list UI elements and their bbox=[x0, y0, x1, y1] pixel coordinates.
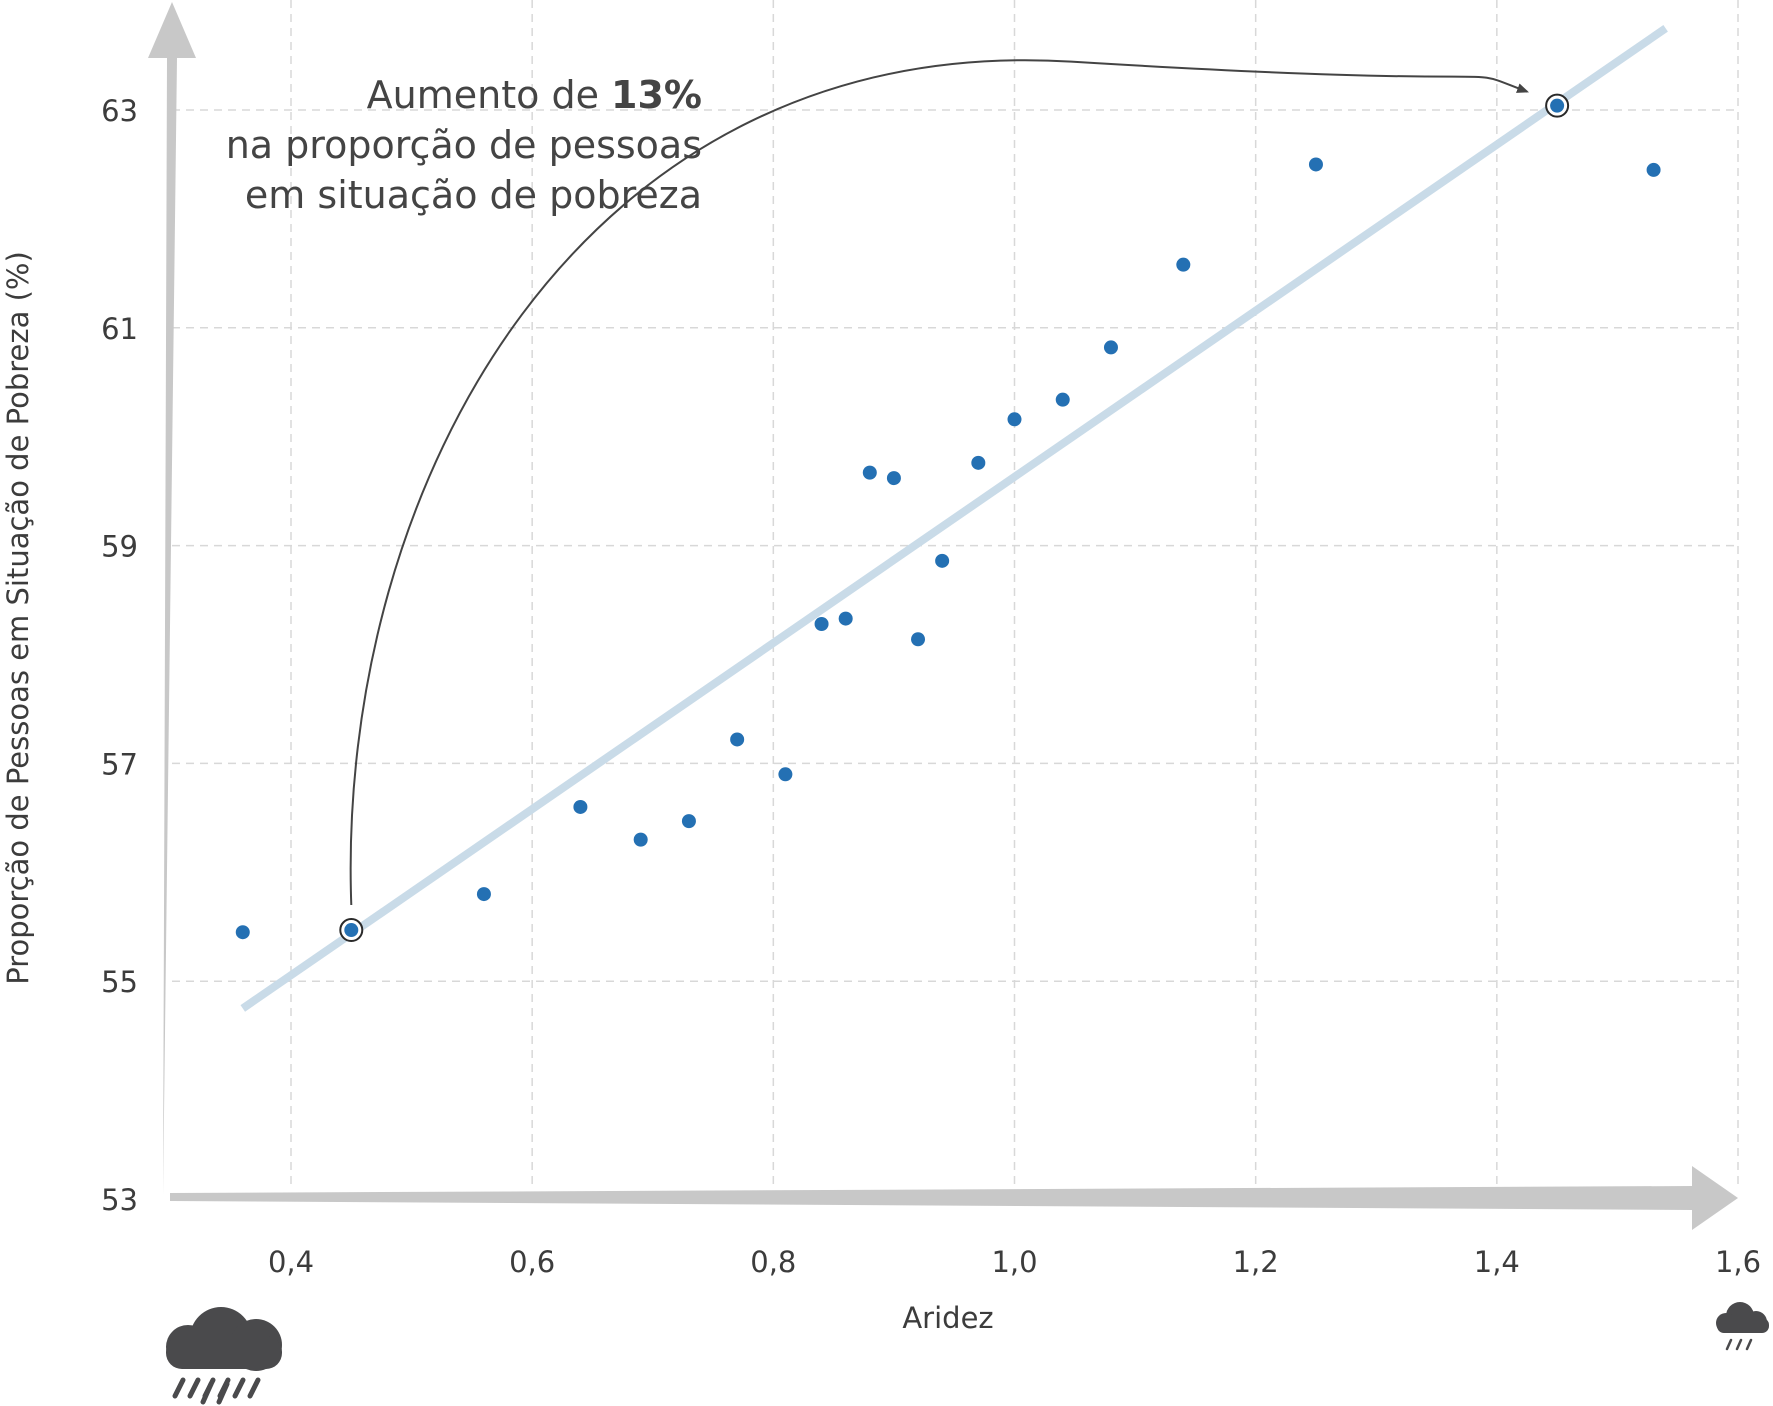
tick-labels: 0,4 0,6 0,8 1,0 1,2 1,4 1,6 53 55 57 59 61 63 bbox=[101, 94, 1761, 1279]
trend-line bbox=[240, 25, 1668, 1012]
data-point bbox=[1646, 162, 1661, 177]
x-axis-arrow bbox=[170, 1166, 1738, 1230]
data-point bbox=[633, 832, 648, 847]
y-tick-label: 57 bbox=[101, 747, 138, 781]
x-tick-label: 1,4 bbox=[1474, 1245, 1520, 1279]
y-tick-label: 59 bbox=[101, 530, 138, 564]
x-tick-label: 0,4 bbox=[268, 1245, 314, 1279]
heavy-rain-cloud-icon bbox=[166, 1307, 282, 1405]
data-point bbox=[862, 465, 877, 480]
y-axis-label: Proporção de Pessoas em Situação de Pobr… bbox=[1, 251, 35, 985]
data-point bbox=[1308, 157, 1323, 172]
highlighted-data-point bbox=[1550, 98, 1565, 113]
data-point bbox=[911, 632, 926, 647]
annotation-text-line3: em situação de pobreza bbox=[245, 173, 702, 217]
annotation-text-line2: na proporção de pessoas bbox=[226, 123, 702, 167]
data-point bbox=[573, 799, 588, 814]
y-tick-label: 55 bbox=[101, 965, 138, 999]
data-point bbox=[1103, 340, 1118, 355]
data-point bbox=[935, 553, 950, 568]
data-point bbox=[778, 767, 793, 782]
x-tick-label: 0,6 bbox=[509, 1245, 555, 1279]
x-axis-label: Aridez bbox=[902, 1301, 993, 1335]
grid-lines bbox=[172, 0, 1739, 1190]
data-point bbox=[1055, 392, 1070, 407]
data-point bbox=[814, 617, 829, 632]
data-point bbox=[1007, 412, 1022, 427]
data-point bbox=[838, 611, 853, 626]
annotation-arrow bbox=[349, 59, 1530, 906]
y-tick-label: 61 bbox=[101, 312, 138, 346]
y-axis-arrow bbox=[148, 2, 196, 1195]
data-point bbox=[476, 887, 491, 902]
data-point bbox=[730, 732, 745, 747]
x-tick-label: 1,6 bbox=[1715, 1245, 1761, 1279]
data-point bbox=[681, 814, 696, 829]
data-point bbox=[1176, 257, 1191, 272]
highlighted-data-point bbox=[344, 923, 359, 938]
x-tick-label: 0,8 bbox=[750, 1245, 796, 1279]
data-point bbox=[971, 455, 986, 470]
light-rain-cloud-icon bbox=[1716, 1302, 1769, 1351]
x-tick-label: 1,2 bbox=[1233, 1245, 1279, 1279]
y-tick-label: 63 bbox=[101, 94, 138, 128]
x-tick-label: 1,0 bbox=[991, 1245, 1037, 1279]
data-point bbox=[235, 925, 250, 940]
data-points bbox=[235, 93, 1661, 943]
annotation-text-line1: Aumento de 13% bbox=[367, 73, 702, 117]
data-point bbox=[886, 471, 901, 486]
y-tick-label: 53 bbox=[101, 1183, 138, 1217]
